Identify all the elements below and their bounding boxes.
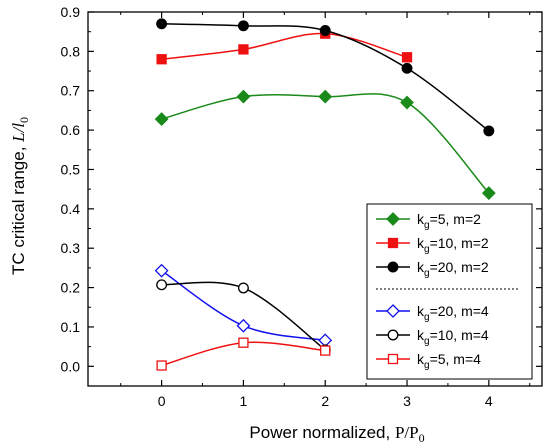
ticks-layer: 0 1 2 3 4 0.0 0.1 0.2 0.3 0.4 0.5 0.6 0.7 0.8 0.9 — [61, 4, 542, 409]
data-point — [154, 263, 169, 278]
series-1 — [154, 89, 496, 201]
series-3 — [156, 18, 495, 137]
axes-frame-layer — [87, 11, 543, 387]
x-tick-label: 4 — [485, 393, 493, 409]
legend-entry: kg=10, m=2 — [376, 235, 489, 255]
plot-frame — [87, 11, 543, 387]
data-point — [237, 282, 249, 294]
series-6 — [156, 337, 331, 371]
legend-entry: kg=5, m=2 — [376, 211, 481, 231]
y-tick-label: 0.6 — [61, 122, 81, 138]
y-tick-label: 0.5 — [61, 161, 81, 177]
y-tick-label: 0.9 — [61, 4, 81, 20]
data-point — [401, 62, 413, 74]
data-point — [401, 52, 413, 63]
series-line — [161, 23, 490, 132]
data-point — [156, 279, 168, 291]
series-line — [161, 32, 408, 60]
legend-label: kg=5, m=2 — [417, 211, 481, 231]
legend-entry: kg=5, m=4 — [376, 351, 481, 371]
x-tick-label: 1 — [240, 393, 248, 409]
legend-box — [366, 203, 533, 380]
legend-label: kg=10, m=4 — [417, 327, 489, 347]
y-tick-label: 0.2 — [61, 280, 81, 296]
data-point — [156, 18, 168, 30]
data-point — [318, 89, 333, 104]
x-tick-label: 2 — [321, 393, 329, 409]
data-point — [481, 186, 496, 201]
y-tick-label: 0.0 — [61, 358, 81, 374]
y-tick-label: 0.1 — [61, 319, 81, 335]
x-tick-label: 0 — [158, 393, 166, 409]
data-point — [236, 89, 251, 104]
data-point — [154, 112, 169, 127]
data-point — [483, 125, 495, 137]
data-point — [156, 54, 167, 65]
y-tick-label: 0.7 — [61, 83, 81, 99]
legend-entry: kg=20, m=4 — [376, 303, 489, 323]
legend-label: kg=20, m=2 — [417, 259, 489, 279]
legend-marker — [387, 261, 399, 273]
legend-marker — [387, 237, 399, 249]
data-point — [156, 360, 167, 371]
legend-label: kg=10, m=2 — [417, 235, 489, 255]
data-point — [236, 318, 251, 333]
legend-marker — [387, 353, 399, 365]
y-axis-title: TC critical range, L/l0 — [9, 117, 31, 275]
x-tick-label: 3 — [403, 393, 411, 409]
data-point — [238, 44, 249, 55]
series-4 — [154, 263, 333, 348]
legend-label: kg=5, m=4 — [417, 351, 481, 371]
y-tick-label: 0.8 — [61, 43, 81, 59]
data-point — [400, 95, 414, 110]
legend-marker — [386, 304, 400, 318]
series-2 — [156, 28, 413, 65]
x-axis-title: Power normalized, P/P0 — [249, 423, 424, 445]
legend-marker — [387, 329, 399, 341]
legend: kg=5, m=2 kg=10, m=2 kg=20, m=2 kg=20, m=4 k… — [366, 203, 533, 380]
series-line — [161, 93, 490, 194]
data-point — [238, 337, 249, 348]
y-tick-label: 0.3 — [61, 240, 81, 256]
series-layer — [154, 18, 496, 371]
legend-marker — [386, 212, 400, 226]
data-point — [320, 345, 331, 356]
legend-entry: kg=20, m=2 — [376, 259, 489, 279]
data-point — [237, 20, 249, 32]
legend-entry: kg=10, m=4 — [376, 327, 489, 347]
legend-label: kg=20, m=4 — [417, 303, 489, 323]
data-point — [319, 25, 331, 36]
y-tick-label: 0.4 — [61, 201, 81, 217]
